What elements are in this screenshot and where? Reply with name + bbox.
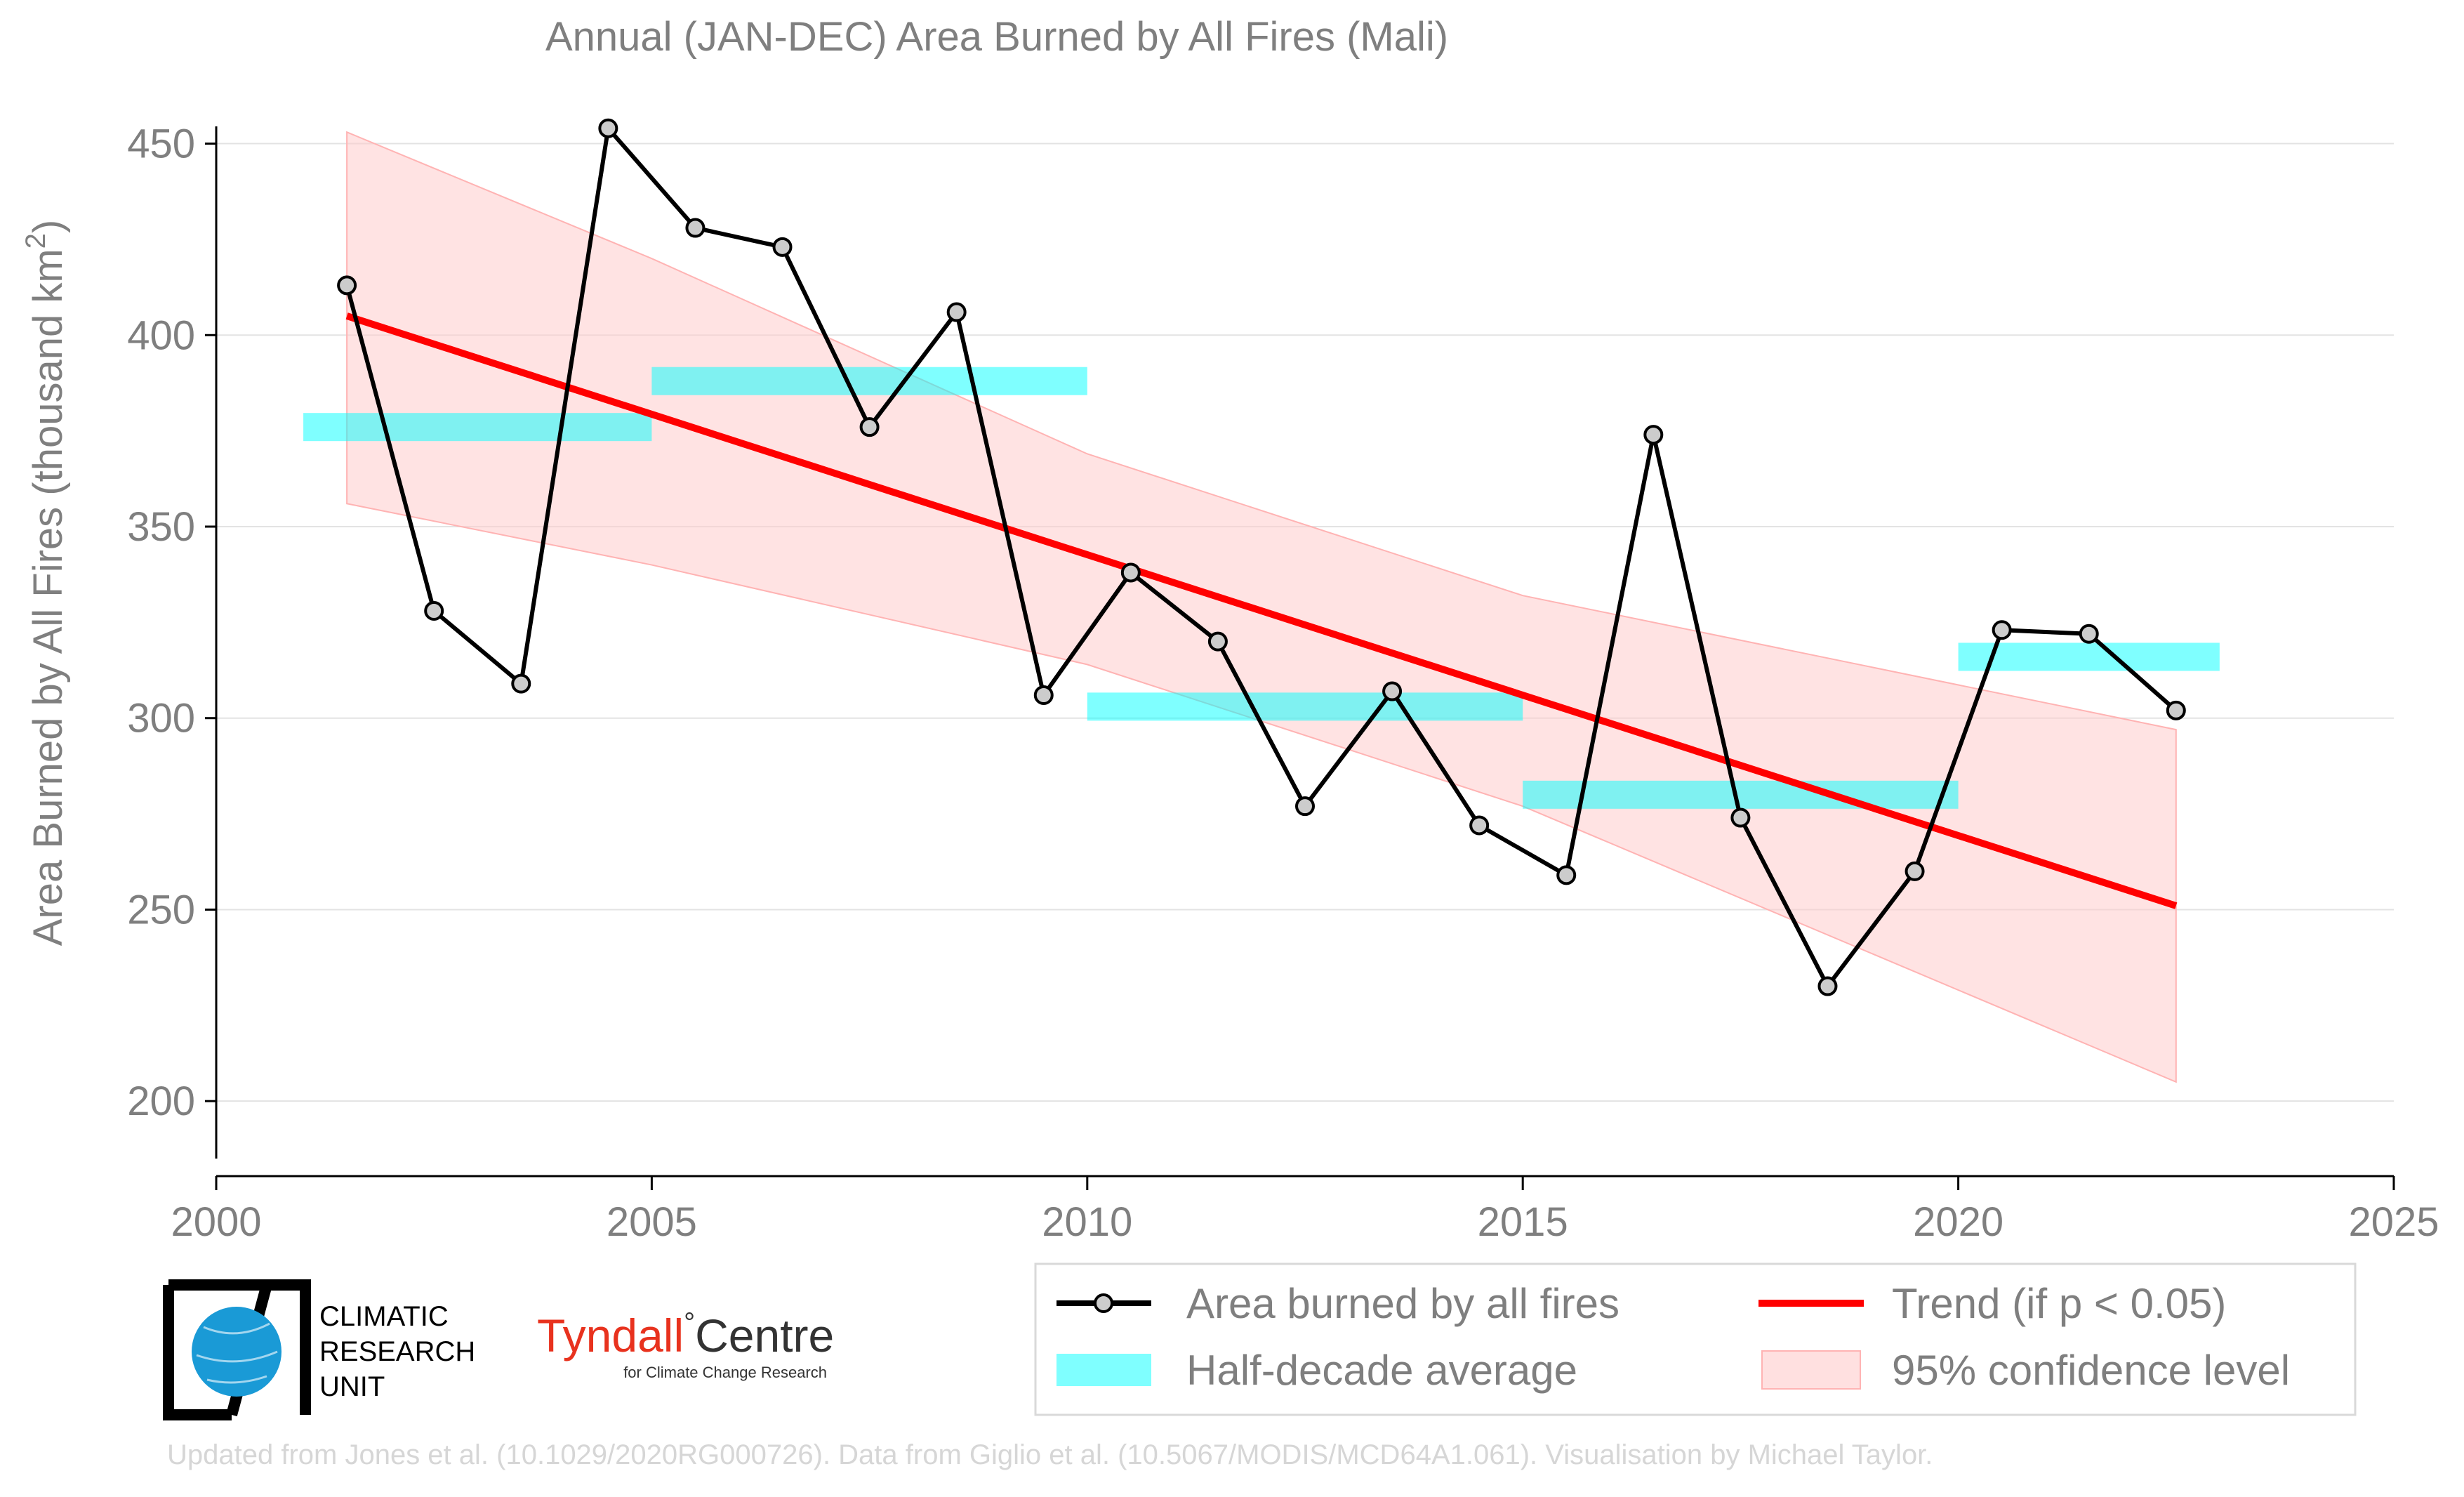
- y-tick-label: 250: [127, 887, 195, 932]
- series-line: [345, 126, 2178, 989]
- confidence-band: [346, 131, 2177, 1083]
- y-axis-label: Area Burned by All Fires (thousand km2): [20, 220, 71, 947]
- half-decade-bar: [1958, 642, 2220, 671]
- data-point: [1992, 620, 2012, 640]
- data-point: [1469, 815, 1490, 836]
- cru-text-1: CLIMATIC: [319, 1301, 449, 1332]
- y-tick-label: 200: [127, 1079, 195, 1124]
- tyndall-centre-text: Centre: [695, 1310, 834, 1361]
- half-decade-bar: [303, 413, 652, 442]
- data-point: [1905, 861, 1925, 881]
- data-point: [1033, 685, 1054, 705]
- data-point: [2079, 624, 2099, 644]
- cru-text-2: RESEARCH: [319, 1336, 475, 1367]
- tyndall-name-text: Tyndall: [537, 1310, 684, 1361]
- data-point: [1643, 425, 1664, 445]
- data-point: [1817, 976, 1838, 996]
- chart-title: Annual (JAN-DEC) Area Burned by All Fire…: [545, 14, 1448, 60]
- y-tick-label: 450: [127, 121, 195, 167]
- y-axis-label-main: Area Burned by All Fires (thousand km: [25, 249, 71, 946]
- y-axis-label-superscript: 2: [20, 233, 51, 249]
- trend-line: [345, 312, 2178, 909]
- data-point: [1207, 631, 1228, 652]
- data-point: [2166, 700, 2186, 720]
- data-point: [1120, 562, 1141, 583]
- legend-box: [1034, 1262, 2357, 1416]
- x-tick-label: 2000: [171, 1199, 261, 1245]
- data-point: [1730, 807, 1751, 828]
- legend-label-area-burned: Area burned by all fires: [1186, 1280, 1620, 1327]
- legend-label-confidence: 95% confidence level: [1892, 1347, 2290, 1394]
- y-tick-label: 350: [127, 504, 195, 550]
- trend-line-path: [345, 312, 2178, 909]
- x-tick-label: 2020: [1913, 1199, 2003, 1245]
- legend-confidence-swatch: [1761, 1350, 1861, 1390]
- legend: Area burned by all fires Trend (if p < 0…: [1034, 1262, 2357, 1416]
- data-point: [598, 118, 618, 138]
- data-point: [424, 601, 444, 621]
- half-decade-bar: [651, 367, 1087, 395]
- legend-marker-swatch: [1094, 1293, 1113, 1313]
- x-tick-label: 2025: [2348, 1199, 2439, 1245]
- data-point: [337, 275, 357, 296]
- tyndall-subtitle: for Climate Change Research: [623, 1364, 827, 1381]
- credit-line: Updated from Jones et al. (10.1029/2020R…: [167, 1439, 1933, 1470]
- x-tick-label: 2015: [1478, 1199, 1568, 1245]
- globe-lines-icon: [196, 1322, 278, 1384]
- data-point: [1295, 796, 1315, 817]
- confidence-band-area: [346, 131, 2177, 1083]
- tyndall-name: Tyndall°Centre: [537, 1307, 834, 1361]
- data-point: [511, 673, 531, 694]
- cru-bracket-icon: [163, 1279, 311, 1420]
- legend-label-half-decade: Half-decade average: [1186, 1347, 1577, 1394]
- cru-logo: CLIMATIC RESEARCH UNIT: [163, 1279, 475, 1420]
- data-point: [772, 237, 793, 257]
- data-point: [1382, 681, 1403, 701]
- cru-text-3: UNIT: [319, 1371, 385, 1402]
- y-tick-label: 300: [127, 696, 195, 741]
- half-decade-bar: [1523, 780, 1959, 809]
- x-tick-label: 2010: [1042, 1199, 1132, 1245]
- legend-label-trend: Trend (if p < 0.05): [1892, 1280, 2226, 1327]
- y-tick-label: 400: [127, 312, 195, 358]
- half-decade-bar: [1087, 692, 1523, 721]
- area-burned-series: [337, 118, 2186, 996]
- legend-half-decade-swatch: [1057, 1354, 1151, 1386]
- x-tick-label: 2005: [607, 1199, 697, 1245]
- half-decade-bars: [303, 367, 2220, 809]
- axes: 200 250 300 350 400 450 2000 2005 2010 2015 2020 20…: [127, 121, 2439, 1245]
- data-point: [859, 417, 880, 437]
- data-point: [685, 218, 706, 238]
- tyndall-logo: Tyndall°Centre for Climate Change Resear…: [537, 1307, 834, 1381]
- tyndall-degree: °: [684, 1307, 695, 1338]
- data-point: [946, 302, 967, 322]
- data-point: [1556, 865, 1577, 885]
- y-axis-label-close: ): [25, 220, 71, 233]
